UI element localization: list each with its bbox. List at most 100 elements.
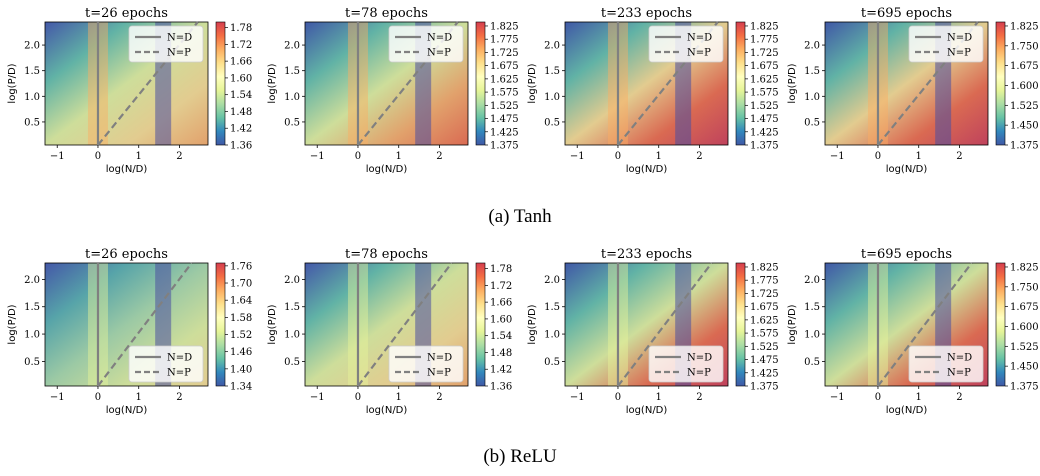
legend-label: N=P	[167, 368, 191, 379]
colorbar-tick-label: 1.450	[1010, 121, 1039, 132]
colorbar	[735, 21, 746, 146]
panel-relu-3: t=233 epochs −1 0 1 2 0.5 1.0 1.5 2.0 log(N/D) log…	[527, 247, 779, 416]
panel-relu-4: t=695 epochs −1 0 1 2 0.5 1.0 1.5 2.0 log(N/D) log…	[787, 247, 1039, 416]
line-n-equals-p	[357, 262, 453, 387]
colorbar-tick-label: 1.450	[1010, 362, 1039, 373]
panel-tanh-1: t=26 epochs −1 0 1 2 0.5 1.0 1.5 2.0 log(N/D) log(…	[7, 6, 252, 175]
y-tick-label: 0.5	[544, 357, 560, 368]
x-tick-label: 0	[355, 151, 361, 162]
panel-relu-2: t=78 epochs −1 0 1 2 0.5 1.0 1.5 2.0 log(N/D) log(…	[267, 247, 512, 416]
legend-box	[648, 345, 724, 383]
colorbar-tick-label: 1.725	[490, 48, 519, 59]
x-axis-label: log(N/D)	[106, 405, 148, 416]
colorbar-tick-label: 1.60	[490, 314, 512, 325]
y-tick-label: 0.5	[24, 357, 40, 368]
x-tick-label: 2	[696, 392, 702, 403]
y-tick-label: 0.5	[804, 357, 820, 368]
colorbar-tick-label: 1.600	[1010, 322, 1039, 333]
x-tick-label: 0	[875, 151, 881, 162]
panel-title: t=695 epochs	[861, 6, 952, 21]
legend-label: N=D	[167, 33, 192, 44]
legend-label: N=D	[687, 33, 712, 44]
colorbar-tick-label: 1.825	[1010, 262, 1039, 273]
x-axis-label: log(N/D)	[106, 164, 148, 175]
colorbar-tick-label: 1.76	[230, 261, 252, 272]
line-n-equals-p	[617, 262, 713, 387]
y-tick-label: 2.0	[24, 41, 40, 52]
panel-title: t=26 epochs	[85, 6, 168, 21]
colorbar-tick-label: 1.475	[750, 355, 779, 366]
colorbar-tick-label: 1.575	[490, 88, 519, 99]
y-tick-label: 1.5	[544, 66, 560, 77]
colorbar-tick-label: 1.525	[490, 101, 519, 112]
panel-tanh-2: t=78 epochs −1 0 1 2 0.5 1.0 1.5 2.0 log(N/D) log(…	[267, 6, 519, 175]
plot-frame	[564, 262, 729, 387]
x-tick-label: 2	[176, 392, 182, 403]
legend-label: N=P	[947, 368, 971, 379]
y-tick-label: 1.5	[284, 66, 300, 77]
x-tick-label: 1	[396, 151, 402, 162]
colorbar-tick-label: 1.825	[490, 21, 519, 32]
legend-label: N=P	[427, 368, 451, 379]
x-tick-label: 1	[656, 392, 662, 403]
y-axis-label: log(P/D)	[7, 63, 18, 103]
x-tick-label: 0	[615, 392, 621, 403]
colorbar-tick-label: 1.475	[750, 114, 779, 125]
colorbar-tick-label: 1.475	[490, 114, 519, 125]
x-tick-label: 1	[916, 151, 922, 162]
y-tick-label: 2.0	[804, 41, 820, 52]
legend-label: N=P	[687, 368, 711, 379]
colorbar-tick-label: 1.375	[1010, 141, 1039, 152]
colorbar-tick-label: 1.42	[230, 124, 252, 135]
colorbar	[735, 262, 746, 387]
x-axis-label: log(N/D)	[886, 164, 928, 175]
plot-frame	[44, 21, 209, 146]
legend-label: N=D	[167, 353, 192, 364]
colorbar	[475, 21, 486, 146]
colorbar-tick-label: 1.525	[1010, 342, 1039, 353]
x-tick-label: 0	[95, 151, 101, 162]
y-tick-label: 1.0	[24, 330, 40, 341]
colorbar-tick-label: 1.725	[750, 289, 779, 300]
x-tick-label: 2	[176, 151, 182, 162]
x-axis-label: log(N/D)	[626, 405, 668, 416]
colorbar-tick-label: 1.775	[490, 35, 519, 46]
y-tick-label: 1.5	[284, 302, 300, 313]
x-tick-label: 2	[956, 151, 962, 162]
y-tick-label: 2.0	[544, 275, 560, 286]
y-tick-label: 1.5	[544, 302, 560, 313]
legend-box	[908, 345, 984, 383]
x-tick-label: 1	[656, 151, 662, 162]
colorbar-tick-label: 1.54	[230, 90, 252, 101]
plot-frame	[44, 262, 209, 387]
y-tick-label: 1.0	[284, 330, 300, 341]
x-tick-label: 1	[396, 392, 402, 403]
colorbar-tick-label: 1.775	[750, 276, 779, 287]
colorbar-tick-label: 1.575	[750, 88, 779, 99]
x-axis-label: log(N/D)	[366, 164, 408, 175]
colorbar-tick-label: 1.375	[1010, 382, 1039, 393]
y-axis-label: log(P/D)	[7, 304, 18, 344]
legend-box	[908, 25, 984, 63]
line-n-equals-p	[877, 262, 973, 387]
y-tick-label: 1.5	[24, 302, 40, 313]
plot-frame	[824, 262, 989, 387]
colorbar-tick-label: 1.78	[230, 23, 252, 34]
colorbar-tick-label: 1.375	[490, 141, 519, 152]
line-n-equals-p	[97, 262, 193, 387]
colorbar-tick-label: 1.775	[750, 35, 779, 46]
legend-label: N=D	[947, 33, 972, 44]
colorbar-tick-label: 1.675	[750, 302, 779, 313]
x-axis-label: log(N/D)	[626, 164, 668, 175]
colorbar-tick-label: 1.675	[750, 61, 779, 72]
x-tick-label: 1	[136, 151, 142, 162]
legend-label: N=D	[947, 353, 972, 364]
panel-tanh-4: t=695 epochs −1 0 1 2 0.5 1.0 1.5 2.0 log(N/D) log…	[787, 6, 1039, 175]
y-tick-label: 2.0	[544, 41, 560, 52]
y-axis-label: log(P/D)	[787, 63, 798, 103]
x-tick-label: 0	[615, 151, 621, 162]
colorbar-tick-label: 1.600	[1010, 81, 1039, 92]
x-tick-label: −1	[830, 392, 845, 403]
colorbar-tick-label: 1.575	[750, 329, 779, 340]
colorbar-tick-label: 1.375	[750, 382, 779, 393]
